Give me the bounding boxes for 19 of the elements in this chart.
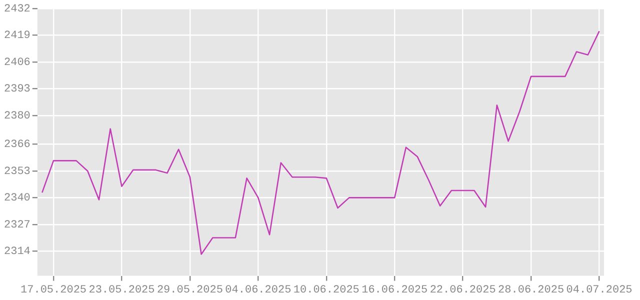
y-tick-label: 2327 xyxy=(4,219,30,232)
y-tick-label: 2419 xyxy=(4,30,30,42)
x-tick-label: 17.05.2025 xyxy=(20,284,87,296)
x-tick-label: 16.06.2025 xyxy=(362,284,428,296)
x-tick-label: 23.05.2025 xyxy=(88,284,155,296)
y-tick-label: 2380 xyxy=(4,110,30,122)
y-tick-label: 2340 xyxy=(4,192,30,205)
y-tick-label: 2366 xyxy=(4,139,30,152)
x-tick-label: 28.06.2025 xyxy=(498,284,564,296)
y-tick-label: 2406 xyxy=(4,56,30,69)
y-tick-label: 2353 xyxy=(4,166,30,178)
x-tick-label: 10.06.2025 xyxy=(293,284,360,296)
y-tick-label: 2314 xyxy=(4,246,31,258)
x-tick-label: 29.05.2025 xyxy=(156,284,223,296)
x-tick-label: 22.06.2025 xyxy=(430,284,496,296)
y-tick-label: 2393 xyxy=(4,84,30,96)
x-tick-label: 04.07.2025 xyxy=(566,284,632,296)
y-tick-label: 2432 xyxy=(4,4,30,16)
x-tick-label: 04.06.2025 xyxy=(225,284,292,296)
